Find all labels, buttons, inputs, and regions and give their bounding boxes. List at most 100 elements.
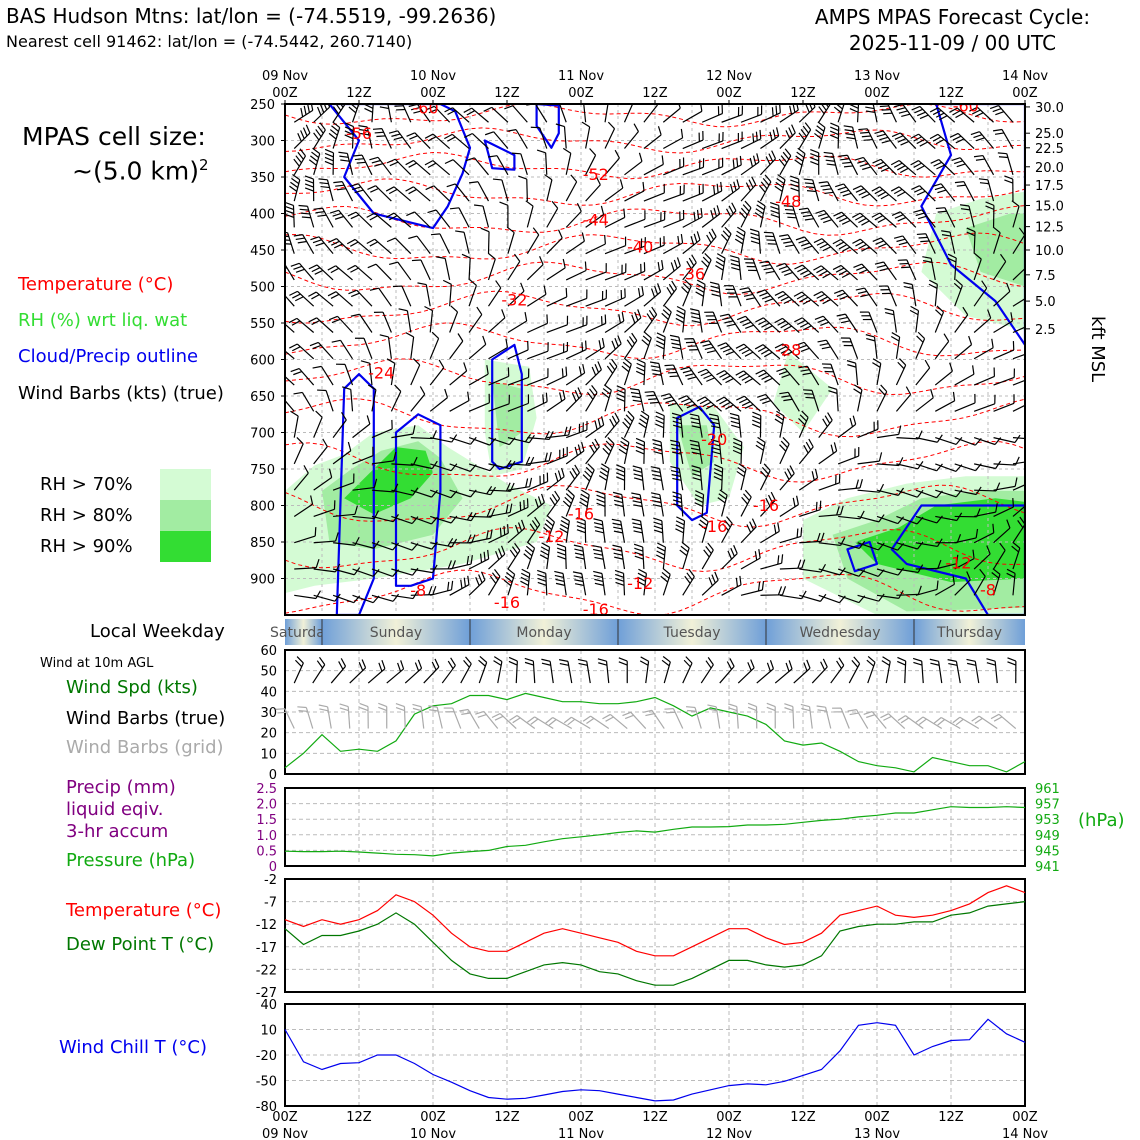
- wind-barb-feather: [720, 345, 729, 350]
- wind-barb: [740, 557, 761, 570]
- wind-barb-feather: [274, 261, 283, 263]
- wind-barb-feather: [763, 463, 771, 471]
- wind-barb-feather: [936, 164, 945, 170]
- windchill-panel-ytick: -50: [256, 1075, 277, 1090]
- wind-barb-feather: [750, 240, 760, 245]
- wind-barb-feather: [319, 104, 325, 113]
- wind-barb-feather: [344, 104, 346, 105]
- wind-barb-feather: [620, 440, 629, 447]
- wind-barb: [558, 104, 567, 123]
- pressure-ytick: 949: [1035, 829, 1060, 844]
- wind-barb-feather: [916, 190, 926, 196]
- wind-barb-feather: [539, 256, 544, 265]
- wind-barb-feather: [733, 441, 742, 447]
- wind-barb-feather: [632, 522, 642, 526]
- wind-barb-feather: [408, 235, 418, 240]
- wind-barb: [919, 106, 936, 123]
- wind-barb-feather: [517, 522, 523, 532]
- wind-barb-feather: [765, 156, 771, 165]
- wind-barb: [527, 293, 547, 307]
- surface-wind-barb-feather: [524, 657, 534, 662]
- wind-barb-feather: [690, 417, 700, 421]
- surface-grid-barb-feather: [933, 717, 942, 724]
- wind-barb-feather: [333, 181, 343, 184]
- wind-barb: [643, 291, 661, 307]
- surface-grid-barb: [630, 711, 647, 729]
- wind-barb-feather: [865, 106, 875, 110]
- wind-barb: [643, 219, 665, 228]
- wind-barb-feather: [694, 498, 704, 504]
- wind-barb-feather: [509, 549, 517, 558]
- wind-barb-feather: [612, 544, 622, 548]
- wind-barb: [371, 515, 394, 523]
- wind-barb-feather: [655, 415, 665, 421]
- wind-barb: [313, 568, 336, 573]
- wind-barb: [526, 179, 528, 202]
- wind-barb-feather: [537, 573, 547, 578]
- wind-barb-feather: [810, 148, 819, 154]
- wind-barb-feather: [596, 498, 606, 504]
- wind-barb-feather: [1014, 477, 1018, 487]
- wind-barb-feather: [749, 521, 755, 530]
- wind-barb-feather: [560, 523, 569, 530]
- wind-barb-feather: [801, 410, 809, 418]
- wind-barb-feather: [655, 423, 664, 429]
- wind-barb: [624, 270, 645, 281]
- wind-barb-feather: [700, 515, 709, 523]
- wind-barb-feather: [936, 463, 943, 472]
- wind-barb: [682, 139, 704, 150]
- wind-barb-feather: [331, 240, 340, 246]
- wind-barb: [294, 567, 317, 570]
- wind-barb-feather: [525, 200, 534, 207]
- wind-barb-feather: [584, 261, 587, 271]
- wind-barb-feather: [858, 243, 867, 250]
- wind-barb: [401, 285, 412, 307]
- wind-barb-feather: [762, 400, 772, 405]
- wind-barb-feather: [613, 552, 623, 556]
- wind-barb-feather: [581, 489, 590, 496]
- wind-barb: [640, 468, 645, 491]
- wind-barb: [430, 463, 452, 472]
- wind-barb-feather: [465, 157, 475, 162]
- wind-barb-feather: [778, 158, 786, 167]
- temp-panel-ytick: -2: [264, 873, 277, 888]
- wind-barb-feather: [467, 391, 470, 401]
- wind-barb-feather: [313, 132, 320, 141]
- wind-barb-feather: [874, 261, 884, 265]
- wind-barb-feather: [777, 293, 787, 299]
- wind-barb-feather: [853, 388, 862, 395]
- wind-barb-feather: [959, 204, 970, 207]
- wind-barb-feather: [331, 339, 341, 343]
- wind-barb-feather: [324, 160, 334, 166]
- wind-barb: [798, 477, 818, 491]
- wind-barb-feather: [705, 546, 712, 554]
- wind-barb-feather: [725, 208, 732, 218]
- wind-barb-feather: [567, 489, 575, 497]
- wind-barb-feather: [1006, 568, 1016, 574]
- wind-barb: [526, 205, 534, 228]
- wind-barb: [701, 213, 721, 228]
- top-hour-tick: 12Z: [494, 86, 520, 101]
- wind-barb: [692, 338, 703, 360]
- wind-barb-feather: [341, 412, 347, 421]
- wind-barb-feather: [295, 237, 305, 241]
- wind-barb-feather: [752, 419, 761, 425]
- pressure-level-tick: 850: [250, 536, 275, 551]
- wind-barb: [876, 515, 899, 525]
- windchill-label: Wind Chill T (°C): [59, 1037, 207, 1058]
- wind-barb-feather: [322, 438, 328, 447]
- wind-barb-feather: [719, 399, 728, 405]
- wind-barb-feather: [630, 391, 640, 395]
- temperature-contour-label: -12: [538, 527, 564, 546]
- temperature-contour: [285, 440, 1025, 483]
- wind-barb-feather: [606, 365, 614, 374]
- legend-cloud: Cloud/Precip outline: [18, 346, 199, 367]
- wind-barb-feather: [839, 217, 848, 223]
- surface-grid-barb-feather: [685, 706, 696, 709]
- wind-barb-feather: [450, 463, 458, 472]
- wind-barb-feather: [570, 174, 578, 183]
- wind-barb-feather: [787, 216, 797, 219]
- wind-barb-feather: [639, 418, 648, 425]
- wind-barb: [857, 594, 879, 602]
- wind-barb: [935, 489, 957, 498]
